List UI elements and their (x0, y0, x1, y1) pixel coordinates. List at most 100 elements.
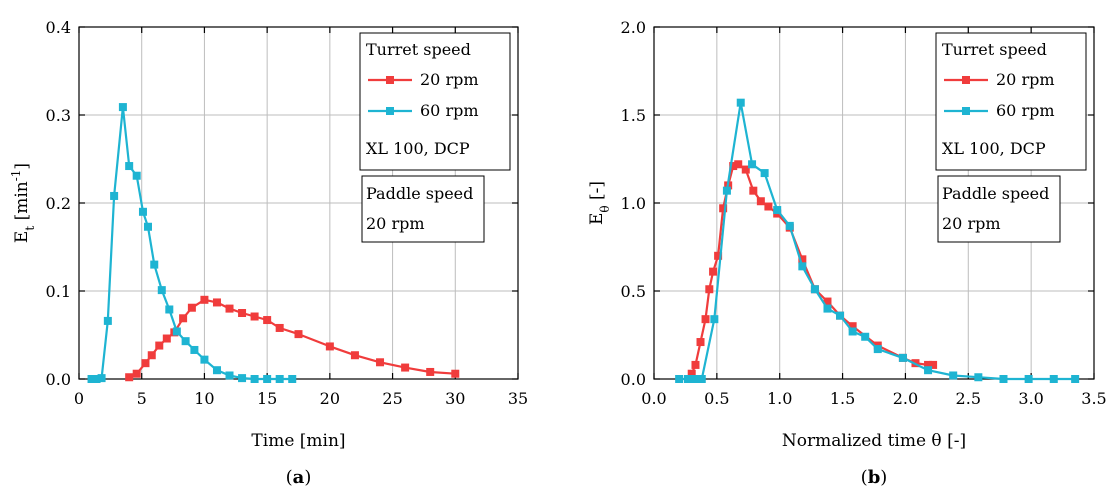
legend-frame (359, 32, 511, 171)
x-tick-label: 3.0 (1018, 389, 1043, 408)
data-point (773, 206, 782, 215)
x-tick-label: 1.5 (830, 389, 855, 408)
data-point (710, 315, 719, 324)
data-point (141, 359, 150, 368)
legend-title: Turret speed (366, 40, 471, 59)
data-point (691, 360, 700, 369)
series-line (91, 105, 293, 381)
data-point (200, 355, 209, 364)
data-point (325, 342, 334, 351)
data-point (764, 202, 773, 211)
note-title: Paddle speed (942, 184, 1049, 203)
data-point (729, 162, 738, 171)
data-point (157, 286, 166, 295)
data-point (288, 375, 297, 383)
y-tick-label: 1.5 (621, 106, 646, 125)
legend: Turret speed 20 rpm 60 rpm XL 100, DCP (359, 32, 511, 171)
legend-swatch-marker (962, 107, 970, 115)
x-tick-label: 15 (257, 389, 277, 408)
data-point (263, 375, 272, 383)
x-tick-label: 0.0 (641, 389, 666, 408)
series-red (125, 295, 460, 382)
x-tick-label: 35 (508, 389, 528, 408)
legend-footer: XL 100, DCP (366, 139, 470, 158)
panel-label-paren: ) (304, 467, 311, 488)
y-tick-label: 0.0 (46, 370, 71, 389)
data-point (118, 103, 127, 112)
data-point (760, 169, 769, 178)
note-title: Paddle speed (366, 184, 473, 203)
x-tick-label: 2.0 (893, 389, 918, 408)
legend-entry: 20 rpm (420, 70, 479, 89)
data-point (225, 304, 234, 313)
data-point (225, 371, 234, 380)
data-point (162, 334, 171, 343)
data-point (1024, 375, 1033, 383)
y-axis-label: Eθ [-] (587, 181, 612, 225)
data-point (823, 297, 832, 306)
legend-title: Turret speed (942, 40, 1047, 59)
y-tick-label: 2.0 (621, 18, 646, 37)
data-point (451, 369, 460, 378)
data-point (999, 375, 1008, 383)
series-cyan (87, 103, 297, 383)
data-point (401, 363, 410, 372)
series-cyan (675, 98, 1080, 383)
y-tick-label: 0.5 (621, 282, 646, 301)
note-frame (937, 175, 1061, 243)
data-point (155, 341, 164, 350)
y-axis-label-part: [-] (587, 181, 607, 205)
panel-label: (b) (861, 467, 888, 488)
data-point (275, 375, 284, 383)
data-point (103, 316, 112, 325)
x-tick-label: 1.0 (767, 389, 792, 408)
x-axis-label: Time [min] (251, 431, 345, 451)
data-point (132, 171, 141, 180)
note-value: 20 rpm (942, 214, 1001, 233)
data-point (190, 345, 199, 354)
paddle-speed-note: Paddle speed 20 rpm (937, 175, 1061, 243)
data-point (785, 221, 794, 230)
legend-swatch-marker (962, 76, 970, 84)
note-value: 20 rpm (366, 214, 425, 233)
data-point (275, 323, 284, 332)
data-point (687, 369, 696, 378)
panel-label-paren: ( (861, 467, 868, 488)
legend-swatch-marker (386, 76, 394, 84)
data-point (165, 305, 174, 314)
data-point (861, 332, 870, 341)
data-point (898, 353, 907, 362)
data-point (132, 369, 141, 378)
data-point (848, 327, 857, 336)
data-point (181, 337, 190, 346)
panel-label-paren: ) (880, 467, 887, 488)
data-point (150, 260, 159, 269)
legend-entry: 60 rpm (996, 101, 1055, 120)
y-tick-label: 0.2 (46, 194, 71, 213)
data-point (263, 316, 272, 325)
legend-frame (935, 32, 1087, 171)
data-point (736, 98, 745, 107)
legend-swatch-marker (386, 107, 394, 115)
x-tick-label: 30 (445, 389, 465, 408)
data-point (350, 351, 359, 360)
data-point (873, 345, 882, 354)
data-point (675, 375, 684, 383)
legend: Turret speed 20 rpm 60 rpm XL 100, DCP (935, 32, 1087, 171)
data-point (238, 309, 247, 317)
note-frame (361, 175, 485, 243)
data-point (110, 191, 119, 200)
data-point (683, 375, 692, 383)
x-tick-label: 20 (320, 389, 340, 408)
data-point (187, 303, 196, 312)
series-line (690, 163, 934, 375)
data-point (741, 165, 750, 174)
chart-panel-b: 0.0 0.5 1.0 1.5 2.0 2.5 3.0 3.5 0.0 0.5 1.0 1.5 2.0 N… (587, 18, 1107, 488)
data-point (798, 255, 807, 264)
data-point (823, 304, 832, 313)
legend-entry: 20 rpm (996, 70, 1055, 89)
y-axis-label-part: [min (12, 181, 32, 226)
x-tick-label: 3.5 (1081, 389, 1106, 408)
y-axis-label-part: E (587, 213, 607, 225)
